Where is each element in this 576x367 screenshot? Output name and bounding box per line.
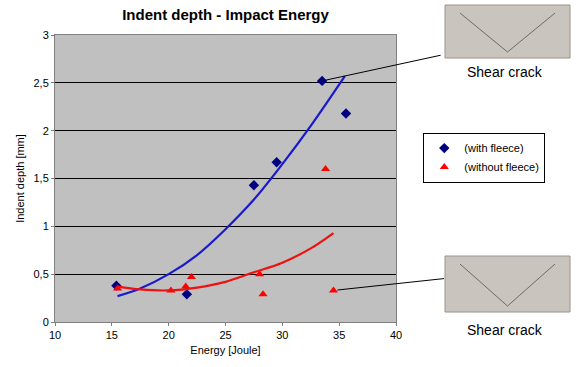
svg-text:(without fleece): (without fleece) bbox=[464, 161, 539, 173]
svg-text:20: 20 bbox=[163, 329, 175, 341]
svg-text:(with fleece): (with fleece) bbox=[464, 142, 523, 154]
svg-text:35: 35 bbox=[333, 329, 345, 341]
svg-text:10: 10 bbox=[49, 329, 61, 341]
svg-text:1: 1 bbox=[43, 220, 49, 232]
svg-text:Energy [Joule]: Energy [Joule] bbox=[190, 344, 260, 356]
svg-text:Indent depth - Impact Energy: Indent depth - Impact Energy bbox=[122, 6, 329, 23]
svg-text:30: 30 bbox=[276, 329, 288, 341]
svg-text:40: 40 bbox=[390, 329, 402, 341]
svg-text:2: 2 bbox=[43, 125, 49, 137]
svg-text:15: 15 bbox=[106, 329, 118, 341]
svg-text:3: 3 bbox=[43, 29, 49, 41]
svg-text:0,5: 0,5 bbox=[34, 268, 49, 280]
svg-text:Shear crack: Shear crack bbox=[467, 322, 543, 338]
svg-text:Shear crack: Shear crack bbox=[467, 64, 543, 80]
svg-text:1,5: 1,5 bbox=[34, 172, 49, 184]
svg-text:2,5: 2,5 bbox=[34, 77, 49, 89]
svg-text:0: 0 bbox=[43, 316, 49, 328]
svg-text:Indent depth [mm]: Indent depth [mm] bbox=[14, 134, 26, 223]
svg-text:25: 25 bbox=[219, 329, 231, 341]
